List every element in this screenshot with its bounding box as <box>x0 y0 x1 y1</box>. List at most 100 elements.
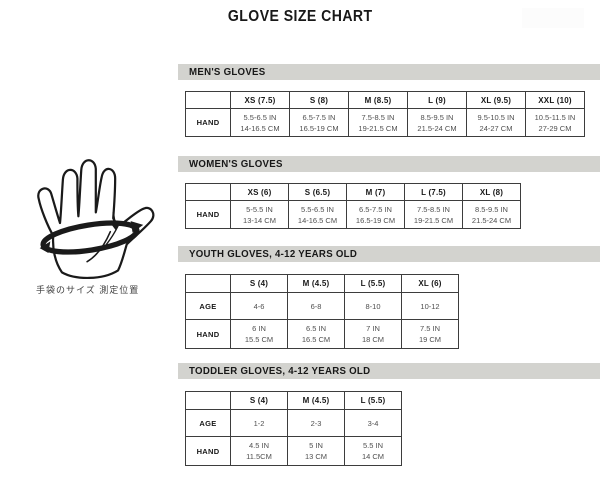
table-row-hand: HAND 5-5.5 IN 13-14 CM 5.5-6.5 IN 14-16.5 … <box>185 200 521 229</box>
value-cm: 27-29 CM <box>538 123 572 133</box>
value-in: 5.5 IN <box>362 441 383 450</box>
age-cell: 1-2 <box>230 409 288 437</box>
section-heading-bar: MEN'S GLOVES <box>178 64 600 80</box>
value-cm: 13-14 CM <box>243 215 276 225</box>
value-in: 8.5-9.5 IN <box>420 112 454 122</box>
row-label: HAND <box>185 319 231 349</box>
size-col-header: L (5.5) <box>344 391 402 410</box>
corner-cell <box>185 391 231 410</box>
size-col-header: XL (9.5) <box>466 91 526 109</box>
value-in: 6.5 IN <box>305 324 326 333</box>
age-cell: 2-3 <box>287 409 345 437</box>
value-in: 4.5 IN <box>248 441 269 450</box>
size-cell: 4.5 IN 11.5CM <box>230 436 288 466</box>
size-cell: 7.5-8.5 IN 19-21.5 CM <box>404 200 463 229</box>
value-in: 7 IN <box>366 324 380 333</box>
size-cell: 6.5-7.5 IN 16.5-19 CM <box>346 200 405 229</box>
measurement-caption-jp: 手袋のサイズ 測定位置 <box>36 285 140 295</box>
size-col-header: XS (7.5) <box>230 91 290 109</box>
size-cell: 5 IN 13 CM <box>287 436 345 466</box>
size-cell: 8.5-9.5 IN 21.5-24 CM <box>407 108 467 137</box>
size-cell: 6 IN 15.5 CM <box>230 319 288 349</box>
corner-cell <box>185 91 231 109</box>
age-cell: 10-12 <box>401 292 459 320</box>
value-cm: 14-16.5 CM <box>297 215 338 225</box>
value-cm: 21.5-24 CM <box>417 123 457 133</box>
value-in: 5-5.5 IN <box>246 204 273 214</box>
toddler-size-table: S (4) M (4.5) L (5.5) AGE 1-2 2-3 3-4 HA… <box>185 391 402 466</box>
value-cm: 14-16.5 CM <box>240 123 280 133</box>
row-label: HAND <box>185 436 231 466</box>
corner-cell <box>185 274 231 293</box>
size-col-header: XXL (10) <box>525 91 585 109</box>
table-row-hand: HAND 5.5-6.5 IN 14-16.5 CM 6.5-7.5 IN 16.5… <box>185 108 585 137</box>
watermark <box>522 8 584 28</box>
hand-outline-graphic <box>37 159 155 280</box>
table-header-row: XS (7.5) S (8) M (8.5) L (9) XL (9.5) XX… <box>185 91 585 109</box>
size-col-header: S (4) <box>230 391 288 410</box>
size-col-header: S (6.5) <box>288 183 347 201</box>
row-label: AGE <box>185 292 231 320</box>
value-in: 5 IN <box>309 441 323 450</box>
age-cell: 4-6 <box>230 292 288 320</box>
size-cell: 5-5.5 IN 13-14 CM <box>230 200 289 229</box>
section-mens-gloves: MEN'S GLOVES XS (7.5) S (8) M (8.5) L (9… <box>178 64 600 137</box>
value-cm: 19-21.5 CM <box>413 215 454 225</box>
size-cell: 5.5 IN 14 CM <box>344 436 402 466</box>
table-header-row: XS (6) S (6.5) M (7) L (7.5) XL (8) <box>185 183 521 201</box>
size-col-header: M (4.5) <box>287 274 345 293</box>
table-row-hand: HAND 6 IN 15.5 CM 6.5 IN 16.5 CM 7 IN 18 CM… <box>185 319 459 349</box>
age-cell: 8-10 <box>344 292 402 320</box>
age-cell: 3-4 <box>344 409 402 437</box>
size-col-header: M (4.5) <box>287 391 345 410</box>
table-row-age: AGE 4-6 6-8 8-10 10-12 <box>185 292 459 320</box>
size-cell: 8.5-9.5 IN 21.5-24 CM <box>462 200 521 229</box>
size-cell: 7.5-8.5 IN 19-21.5 CM <box>348 108 408 137</box>
row-label: HAND <box>185 108 231 137</box>
size-col-header: L (9) <box>407 91 467 109</box>
value-cm: 24-27 CM <box>479 123 513 133</box>
size-col-header: XL (8) <box>462 183 521 201</box>
size-cell: 10.5-11.5 IN 27-29 CM <box>525 108 585 137</box>
section-heading-bar: WOMEN'S GLOVES <box>178 156 600 172</box>
row-label: AGE <box>185 409 231 437</box>
size-col-header: M (7) <box>346 183 405 201</box>
age-cell: 6-8 <box>287 292 345 320</box>
section-toddler-gloves: TODDLER GLOVES, 4-12 YEARS OLD S (4) M (… <box>178 363 600 466</box>
size-col-header: S (8) <box>289 91 349 109</box>
value-in: 6 IN <box>252 324 266 333</box>
value-cm: 16.5 CM <box>301 335 331 344</box>
size-col-header: S (4) <box>230 274 288 293</box>
value-in: 5.5-6.5 IN <box>243 112 277 122</box>
value-cm: 11.5CM <box>246 452 272 461</box>
page-title: GLOVE SIZE CHART <box>0 8 600 26</box>
value-in: 5.5-6.5 IN <box>301 204 334 214</box>
value-in: 9.5-10.5 IN <box>477 112 515 122</box>
youth-size-table: S (4) M (4.5) L (5.5) XL (6) AGE 4-6 6-8… <box>185 274 459 349</box>
size-col-header: XS (6) <box>230 183 289 201</box>
value-in: 6.5-7.5 IN <box>302 112 336 122</box>
value-in: 8.5-9.5 IN <box>475 204 508 214</box>
table-header-row: S (4) M (4.5) L (5.5) <box>185 391 402 410</box>
section-womens-gloves: WOMEN'S GLOVES XS (6) S (6.5) M (7) L (7… <box>178 156 600 229</box>
size-col-header: L (5.5) <box>344 274 402 293</box>
size-cell: 9.5-10.5 IN 24-27 CM <box>466 108 526 137</box>
page-title-text: GLOVE SIZE CHART <box>227 8 373 25</box>
value-in: 7.5-8.5 IN <box>417 204 450 214</box>
size-col-header: XL (6) <box>401 274 459 293</box>
row-label: HAND <box>185 200 231 229</box>
hand-measurement-icon <box>15 133 165 283</box>
value-cm: 18 CM <box>361 335 385 344</box>
value-cm: 15.5 CM <box>244 335 274 344</box>
section-heading-bar: TODDLER GLOVES, 4-12 YEARS OLD <box>178 363 600 379</box>
value-in: 7.5 IN <box>419 324 440 333</box>
size-cell: 5.5-6.5 IN 14-16.5 CM <box>230 108 290 137</box>
size-cell: 6.5-7.5 IN 16.5-19 CM <box>289 108 349 137</box>
value-cm: 14 CM <box>361 452 385 461</box>
table-row-hand: HAND 4.5 IN 11.5CM 5 IN 13 CM 5.5 IN 14 CM <box>185 436 402 466</box>
section-youth-gloves: YOUTH GLOVES, 4-12 YEARS OLD S (4) M (4.… <box>178 246 600 349</box>
size-cell: 6.5 IN 16.5 CM <box>287 319 345 349</box>
corner-cell <box>185 183 231 201</box>
section-heading: MEN'S GLOVES <box>189 66 266 78</box>
